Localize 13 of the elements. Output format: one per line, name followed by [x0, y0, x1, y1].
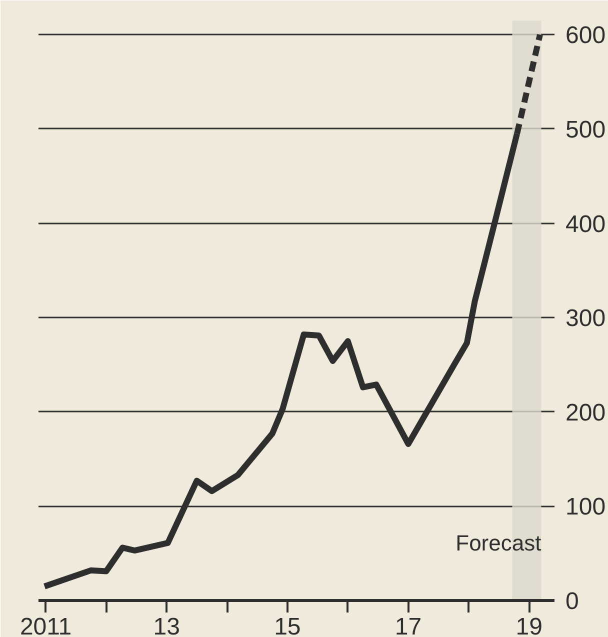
y-tick-label: 600	[566, 22, 606, 50]
x-tick-label: 2011	[20, 614, 72, 637]
y-tick-label: 0	[566, 588, 579, 615]
x-tick-label: 17	[394, 614, 422, 637]
band-label: Forecast	[456, 530, 542, 556]
y-tick-label: 500	[566, 116, 606, 144]
y-tick-label: 100	[566, 494, 606, 521]
x-tick-label: 19	[516, 614, 542, 637]
x-tick-label: 13	[153, 614, 180, 637]
y-tick-label: 200	[566, 399, 606, 426]
y-tick-label: 300	[566, 305, 606, 332]
x-tick-label: 15	[274, 614, 301, 637]
y-tick-label: 400	[566, 210, 606, 238]
